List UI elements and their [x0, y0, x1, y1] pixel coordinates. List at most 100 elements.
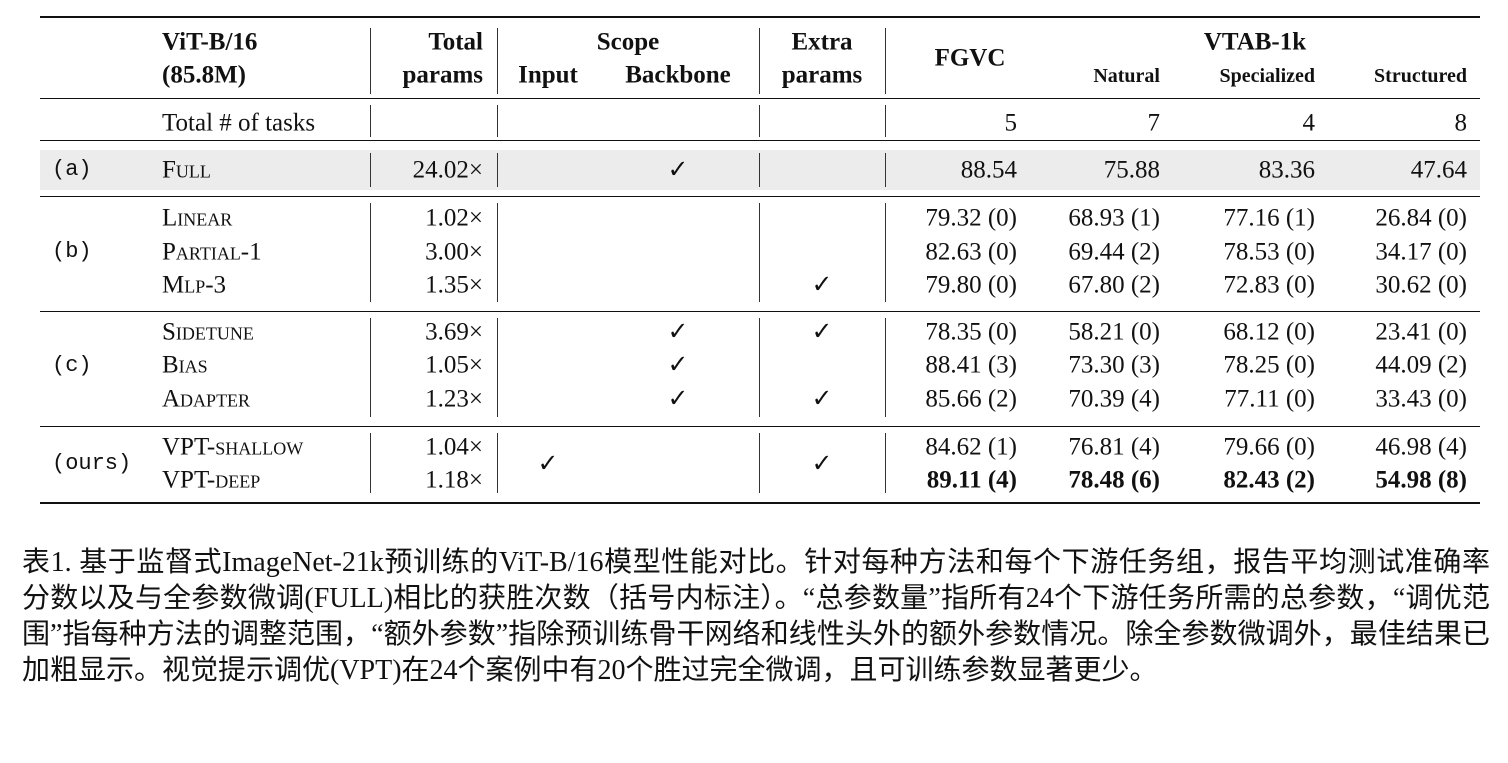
total-params: 24.02× — [412, 156, 483, 184]
total-params: 1.18× — [425, 466, 483, 494]
method-name: Linear — [162, 204, 233, 232]
column-separator — [759, 203, 760, 302]
score: 30.62 (0) — [1375, 271, 1467, 299]
header-vtab-col: Natural — [1093, 65, 1160, 87]
rule — [40, 98, 1480, 99]
table-caption: 表1. 基于监督式ImageNet-21k预训练的ViT-B/16模型性能对比。… — [22, 547, 1490, 686]
column-separator — [885, 28, 886, 94]
score: 84.62 (1) — [925, 433, 1017, 461]
score: 75.88 — [1103, 156, 1160, 184]
tasks-count: 8 — [1454, 109, 1468, 137]
score: 83.36 — [1258, 156, 1315, 184]
score: 46.98 (4) — [1375, 433, 1467, 461]
score: 26.84 (0) — [1375, 204, 1467, 232]
score: 89.11 (4) — [926, 466, 1017, 494]
check-mark: ✓ — [667, 385, 689, 413]
column-separator — [885, 203, 886, 302]
header-fgvc: FGVC — [934, 44, 1006, 72]
total-params: 3.00× — [425, 238, 483, 266]
check-mark: ✓ — [667, 156, 689, 184]
group-label: (ours) — [52, 450, 132, 476]
score: 34.17 (0) — [1375, 238, 1467, 266]
method-name: Full — [162, 156, 211, 184]
score: 77.16 (1) — [1223, 204, 1315, 232]
group-label: (c) — [52, 352, 92, 378]
score: 70.39 (4) — [1068, 385, 1160, 413]
score: 72.83 (0) — [1223, 271, 1315, 299]
column-separator — [885, 153, 886, 187]
method-name: VPT-deep — [162, 466, 261, 494]
rule — [40, 426, 1480, 427]
method-name: VPT-shallow — [162, 433, 304, 461]
column-separator — [497, 203, 498, 302]
score: 78.53 (0) — [1223, 238, 1315, 266]
rule — [40, 196, 1480, 197]
rule — [40, 311, 1480, 312]
header-model: ViT-B/16 — [162, 28, 258, 56]
tasks-count: 7 — [1147, 109, 1161, 137]
column-separator — [759, 318, 760, 417]
header-total-params: Total — [428, 28, 483, 56]
check-mark: ✓ — [667, 351, 689, 379]
check-mark: ✓ — [811, 385, 833, 413]
score: 73.30 (3) — [1068, 351, 1160, 379]
header-vtab-col: Structured — [1374, 65, 1467, 87]
row-shading — [40, 150, 1480, 190]
header-vtab-col: Specialized — [1219, 65, 1315, 87]
total-params: 1.23× — [425, 385, 483, 413]
score: 78.25 (0) — [1223, 351, 1315, 379]
total-params: 1.02× — [425, 204, 483, 232]
column-separator — [885, 433, 886, 493]
column-separator — [497, 153, 498, 187]
tasks-count: 4 — [1302, 109, 1316, 137]
method-name: Adapter — [162, 385, 251, 413]
total-params: 1.05× — [425, 351, 483, 379]
total-params: 1.35× — [425, 271, 483, 299]
column-separator — [497, 433, 498, 493]
score: 82.43 (2) — [1223, 466, 1315, 494]
column-separator — [759, 28, 760, 94]
rule — [40, 140, 1480, 141]
column-separator — [370, 203, 371, 302]
column-separator — [497, 28, 498, 94]
check-mark: ✓ — [667, 318, 689, 346]
score: 82.63 (0) — [925, 238, 1017, 266]
header-total-params: params — [402, 61, 483, 89]
check-mark: ✓ — [811, 318, 833, 346]
check-mark: ✓ — [811, 450, 833, 477]
column-separator — [370, 153, 371, 187]
score: 77.11 (0) — [1224, 385, 1315, 413]
score: 47.64 — [1410, 156, 1467, 184]
column-separator — [370, 28, 371, 94]
total-params: 1.04× — [425, 433, 483, 461]
header-extra: Extra — [791, 28, 853, 56]
column-separator — [885, 105, 886, 137]
column-separator — [497, 105, 498, 137]
score: 79.66 (0) — [1223, 433, 1315, 461]
score: 78.35 (0) — [925, 318, 1017, 346]
score: 79.80 (0) — [925, 271, 1017, 299]
score: 78.48 (6) — [1068, 466, 1160, 494]
method-name: Sidetune — [162, 318, 254, 346]
tasks-count: 5 — [1004, 109, 1018, 137]
header-input: Input — [518, 61, 578, 89]
score: 69.44 (2) — [1068, 238, 1160, 266]
score: 67.80 (2) — [1068, 271, 1160, 299]
score: 68.12 (0) — [1223, 318, 1315, 346]
column-separator — [759, 105, 760, 137]
header-vtab: VTAB-1k — [1203, 28, 1307, 56]
score: 85.66 (2) — [925, 385, 1017, 413]
check-mark: ✓ — [811, 271, 833, 299]
tasks-label: Total # of tasks — [162, 109, 316, 137]
score: 58.21 (0) — [1068, 318, 1160, 346]
column-separator — [370, 105, 371, 137]
header-extra: params — [781, 61, 863, 89]
score: 33.43 (0) — [1375, 385, 1467, 413]
score: 76.81 (4) — [1068, 433, 1160, 461]
group-label: (a) — [52, 157, 92, 182]
column-separator — [370, 318, 371, 417]
column-separator — [885, 318, 886, 417]
rule — [40, 16, 1480, 18]
column-separator — [759, 153, 760, 187]
